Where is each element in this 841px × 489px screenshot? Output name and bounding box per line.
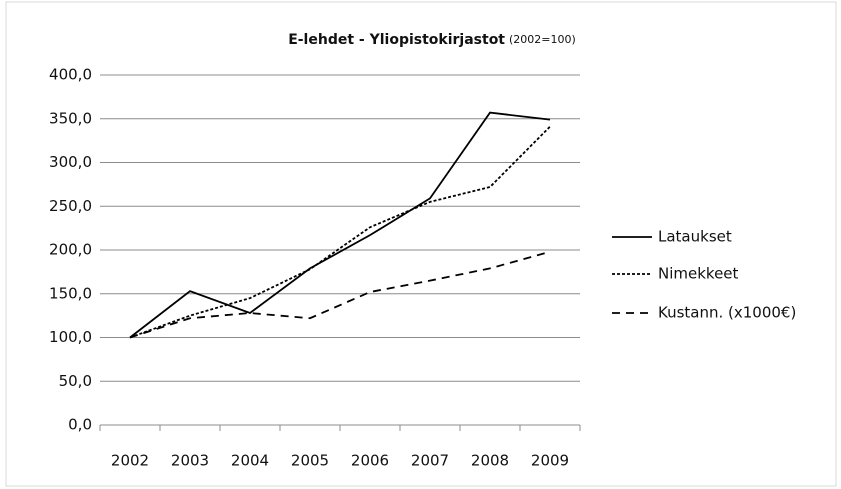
series-line [129, 125, 551, 339]
x-tick-label: 2007 [411, 452, 449, 470]
y-tick-label: 50,0 [59, 372, 92, 390]
x-tick-label: 2009 [531, 452, 569, 470]
legend-label: Lataukset [658, 228, 732, 246]
x-tick-label: 2008 [471, 452, 509, 470]
legend-label: Kustann. (x1000€) [658, 304, 796, 322]
y-tick-label: 250,0 [49, 197, 92, 215]
x-tick-label: 2005 [291, 452, 329, 470]
series-line [129, 111, 551, 339]
x-tick-label: 2004 [231, 452, 269, 470]
chart-title: E-lehdet - Yliopistokirjastot [288, 32, 505, 48]
y-tick-label: 0,0 [68, 416, 92, 434]
legend-label: Nimekkeet [658, 265, 739, 283]
chart-subtitle: (2002=100) [509, 33, 576, 46]
x-tick-label: 2002 [111, 452, 149, 470]
y-tick-label: 300,0 [49, 153, 92, 171]
y-tick-label: 150,0 [49, 284, 92, 302]
y-tick-label: 100,0 [49, 328, 92, 346]
y-tick-label: 400,0 [49, 66, 92, 84]
y-tick-label: 350,0 [49, 109, 92, 127]
chart-title-group: E-lehdet - Yliopistokirjastot (2002=100) [288, 32, 576, 48]
x-tick-label: 2006 [351, 452, 389, 470]
chart-frame [5, 1, 837, 487]
y-tick-label: 200,0 [49, 241, 92, 259]
series-line [129, 250, 551, 339]
x-tick-label: 2003 [171, 452, 209, 470]
